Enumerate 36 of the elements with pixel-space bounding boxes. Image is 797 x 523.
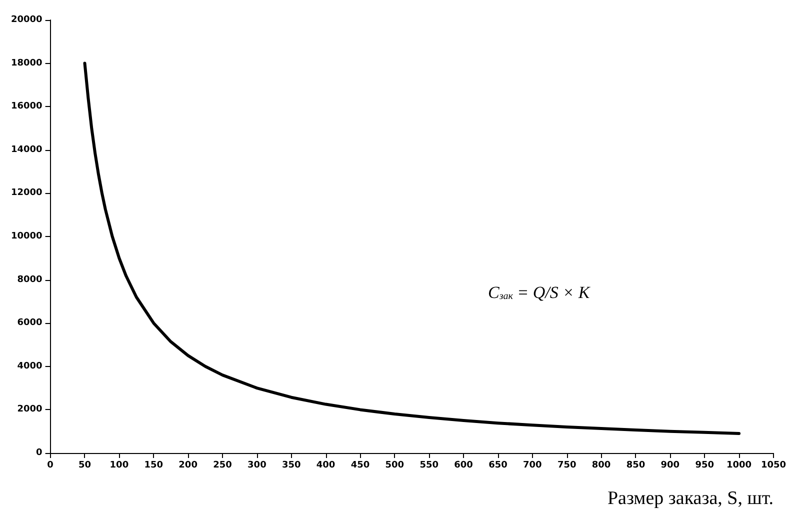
x-tick-label: 600 [454,460,473,470]
x-tick-label: 250 [213,460,232,470]
x-tick-label: 900 [660,460,680,470]
x-tick-label: 750 [557,460,576,470]
x-axis-title: Размер заказа, S, шт. [607,488,774,509]
x-tick-label: 550 [420,460,439,470]
x-tick-label: 800 [592,460,611,470]
x-tick-label: 950 [695,460,714,470]
y-tick-label: 0 [36,448,42,458]
x-tick-label: 650 [488,460,508,470]
y-tick-label: 16000 [11,102,42,112]
annotation: Cзак = Q/S × K [488,283,592,302]
y-tick-label: 6000 [17,318,42,328]
y-tick-label: 12000 [11,188,42,198]
x-tick-label: 50 [78,460,92,470]
y-tick-label: 8000 [17,274,42,285]
line-series [83,62,741,436]
y-tick-label: 2000 [17,404,42,415]
x-tick-label: 300 [248,460,266,470]
x-tick-label: 350 [282,460,301,470]
x-tick-label: 700 [523,460,542,470]
x-tick-label: 500 [385,460,404,470]
x-tick-label: 200 [178,460,198,470]
y-tick-label: 14000 [11,144,42,155]
x-tick-label: 850 [626,460,646,470]
x-tick-label: 450 [350,460,370,470]
x-tick-label: 1000 [726,460,752,470]
x-tick-label: 150 [144,460,164,470]
y-tick-label: 4000 [17,361,42,372]
x-tick-label: 400 [316,460,336,470]
y-tick-label: 10000 [11,232,42,242]
y-tick-label: 18000 [11,58,42,68]
x-tick-label: 100 [110,460,129,470]
x-tick-label: 1050 [760,460,786,470]
x-tick-label: 0 [47,460,54,470]
y-tick-label: 20000 [11,15,42,25]
